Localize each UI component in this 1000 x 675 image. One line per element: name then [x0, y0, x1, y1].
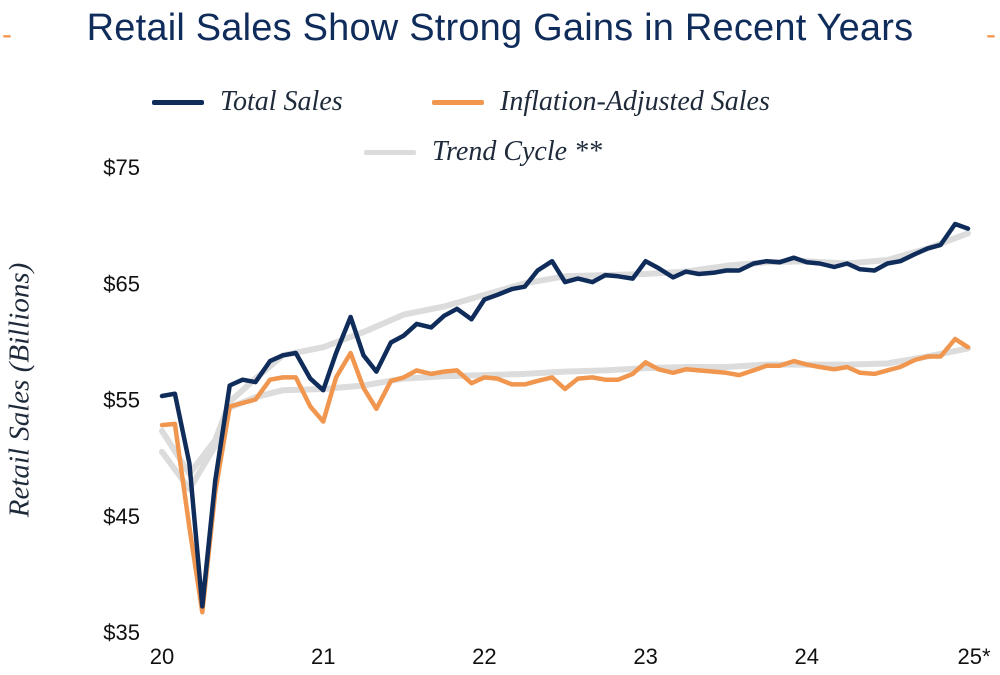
series-line-inflation-adjusted-sales [159, 336, 971, 615]
legend-swatch-total-sales [152, 99, 204, 105]
legend-label-total-sales: Total Sales [220, 86, 343, 117]
y-tick-label: $55 [103, 388, 140, 413]
x-tick-label: 25* [957, 644, 990, 669]
series-line-total-sales [159, 221, 971, 609]
y-tick-label: $75 [103, 155, 140, 180]
legend-label-trend-cycle: Trend Cycle ** [432, 136, 603, 167]
legend-swatch-trend-cycle [364, 149, 416, 155]
y-tick-label: $65 [103, 271, 140, 296]
legend-item-inflation-adjusted: Inflation-Adjusted Sales [432, 86, 770, 118]
x-tick-label: 20 [150, 644, 174, 669]
legend-swatch-inflation-adjusted [432, 99, 484, 105]
legend-item-trend-cycle: Trend Cycle ** [364, 136, 602, 168]
x-tick-label: 23 [633, 644, 657, 669]
legend-item-total-sales: Total Sales [152, 86, 343, 118]
legend-label-inflation-adjusted: Inflation-Adjusted Sales [500, 86, 770, 117]
x-tick-label: 24 [795, 644, 819, 669]
x-tick-label: 22 [472, 644, 496, 669]
x-tick-label: 21 [311, 644, 335, 669]
chart-title: Retail Sales Show Strong Gains in Recent… [86, 6, 914, 49]
title-row: Retail Sales Show Strong Gains in Recent… [0, 0, 1000, 56]
y-tick-label: $35 [103, 620, 140, 645]
title-dash-right: - [986, 18, 996, 51]
y-tick-label: $45 [103, 504, 140, 529]
series-line-trend-cycle [159, 345, 971, 492]
title-dash-left: - [2, 18, 12, 51]
